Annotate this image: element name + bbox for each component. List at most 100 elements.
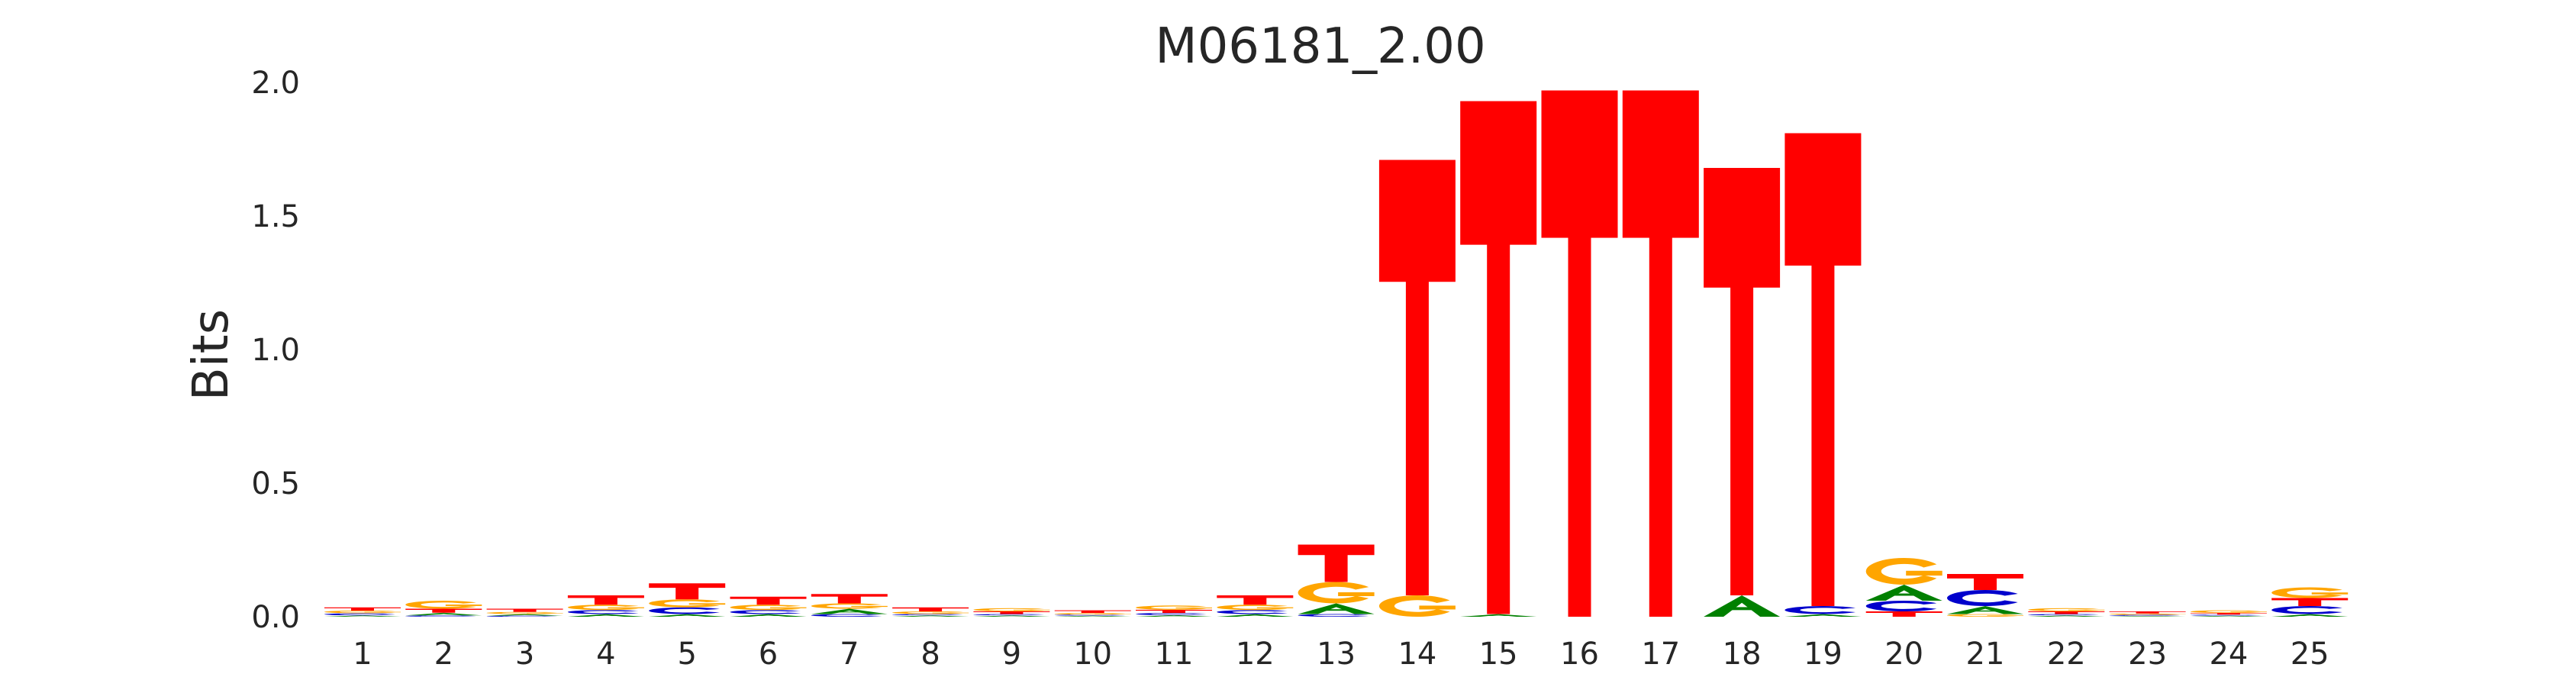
logo-letter-A — [568, 614, 644, 617]
logo-letter-A — [1298, 604, 1375, 614]
logo-stack-position-22 — [2028, 608, 2104, 617]
logo-stack-position-17 — [1623, 91, 1699, 617]
logo-letter-G — [973, 608, 1049, 611]
logo-stack-position-13 — [1298, 545, 1375, 617]
x-tick-label: 2 — [434, 637, 453, 672]
logo-letter-C — [1055, 614, 1126, 615]
logo-letter-G — [649, 599, 725, 608]
x-tick-label: 17 — [1641, 637, 1680, 672]
logo-letter-T — [405, 609, 482, 613]
logo-stack-position-10 — [1055, 611, 1131, 617]
logo-letter-G — [1136, 605, 1212, 610]
logo-stack-position-25 — [2271, 588, 2348, 617]
logo-stack-position-4 — [568, 595, 644, 617]
y-tick-label: 1.5 — [251, 199, 300, 234]
logo-letter-A — [2110, 616, 2186, 617]
logo-letter-T — [324, 608, 401, 611]
logo-letter-A — [2191, 616, 2267, 617]
logo-letter-A — [811, 609, 888, 614]
logo-letter-T — [1217, 595, 1293, 605]
logo-letter-G — [1947, 614, 2023, 617]
logo-letter-C — [2271, 606, 2342, 614]
logo-letter-A — [1785, 614, 1861, 617]
logo-letter-A — [405, 613, 482, 616]
x-tick-label: 6 — [759, 637, 778, 672]
x-tick-label: 12 — [1236, 637, 1275, 672]
logo-letter-G — [730, 605, 806, 610]
logo-letter-C — [1785, 606, 1855, 614]
y-tick-label: 2.0 — [251, 66, 300, 101]
x-tick-label: 24 — [2209, 637, 2248, 672]
logo-letter-T — [1379, 160, 1456, 596]
logo-stack-position-2 — [405, 601, 482, 617]
logo-stack-position-21 — [1947, 574, 2023, 617]
logo-letter-C — [730, 610, 801, 614]
logo-letter-C — [1947, 590, 2018, 606]
logo-letter-C — [405, 615, 476, 617]
y-axis-label: Bits — [183, 309, 240, 401]
logo-letter-C — [973, 614, 1044, 616]
logo-letter-A — [730, 614, 807, 617]
logo-letter-C — [1217, 610, 1288, 614]
logo-letter-G — [811, 604, 888, 609]
logo-letter-G — [487, 612, 563, 614]
logo-letter-T — [1704, 168, 1780, 595]
logo-letter-G — [2028, 608, 2104, 611]
logo-letter-A — [487, 614, 563, 616]
logo-letter-T — [2191, 613, 2267, 614]
logo-letter-G — [2271, 588, 2348, 598]
logo-letter-G — [324, 611, 401, 614]
y-tick-label: 0.0 — [251, 600, 300, 635]
logo-letter-T — [1866, 611, 1942, 617]
logo-letter-C — [2191, 614, 2262, 615]
logo-stack-position-19 — [1785, 134, 1861, 617]
logo-letter-T — [1460, 102, 1536, 614]
logo-letter-T — [1055, 611, 1131, 614]
x-tick-label: 7 — [840, 637, 859, 672]
logo-letter-T — [487, 609, 563, 612]
logo-stack-position-3 — [487, 609, 563, 617]
x-tick-label: 25 — [2291, 637, 2329, 672]
x-tick-label: 15 — [1479, 637, 1518, 672]
logo-letter-C — [2028, 614, 2099, 616]
logo-letter-C — [649, 608, 720, 614]
logo-stack-position-12 — [1217, 595, 1293, 617]
logo-letter-A — [1866, 585, 1942, 601]
x-tick-label: 1 — [353, 637, 372, 672]
x-tick-label: 13 — [1317, 637, 1356, 672]
logo-letter-T — [1947, 574, 2023, 590]
y-axis-ticks: 0.00.51.01.52.0 — [251, 66, 300, 635]
x-tick-label: 23 — [2128, 637, 2167, 672]
logo-letter-A — [2028, 615, 2104, 617]
logo-letter-G — [1298, 582, 1375, 604]
logo-letter-T — [730, 597, 807, 605]
logo-letter-A — [892, 615, 969, 617]
logo-letter-C — [811, 614, 882, 617]
logo-letter-T — [1298, 545, 1375, 582]
x-tick-label: 20 — [1884, 637, 1923, 672]
logo-letter-T — [811, 594, 888, 603]
logo-letter-G — [1379, 595, 1456, 617]
logo-letter-A — [324, 615, 401, 617]
logo-letter-A — [649, 614, 725, 617]
logo-letter-A — [1704, 595, 1780, 617]
x-tick-label: 19 — [1804, 637, 1843, 672]
logo-stack-position-11 — [1136, 605, 1212, 617]
logo-stack-position-5 — [649, 583, 725, 617]
logo-letter-C — [1866, 601, 1937, 611]
chart-title: M06181_2.00 — [1155, 18, 1485, 75]
x-tick-label: 10 — [1073, 637, 1112, 672]
logo-letter-G — [1217, 605, 1293, 610]
logo-letter-T — [973, 611, 1049, 614]
logo-stacks — [324, 91, 2348, 617]
y-tick-label: 1.0 — [251, 333, 300, 368]
logo-letter-A — [1947, 606, 2023, 614]
logo-stack-position-15 — [1460, 102, 1536, 617]
logo-letter-C — [1136, 613, 1207, 615]
logo-letter-A — [1460, 614, 1536, 617]
logo-stack-position-14 — [1379, 160, 1456, 617]
logo-letter-A — [2271, 614, 2348, 617]
logo-stack-position-1 — [324, 608, 401, 617]
